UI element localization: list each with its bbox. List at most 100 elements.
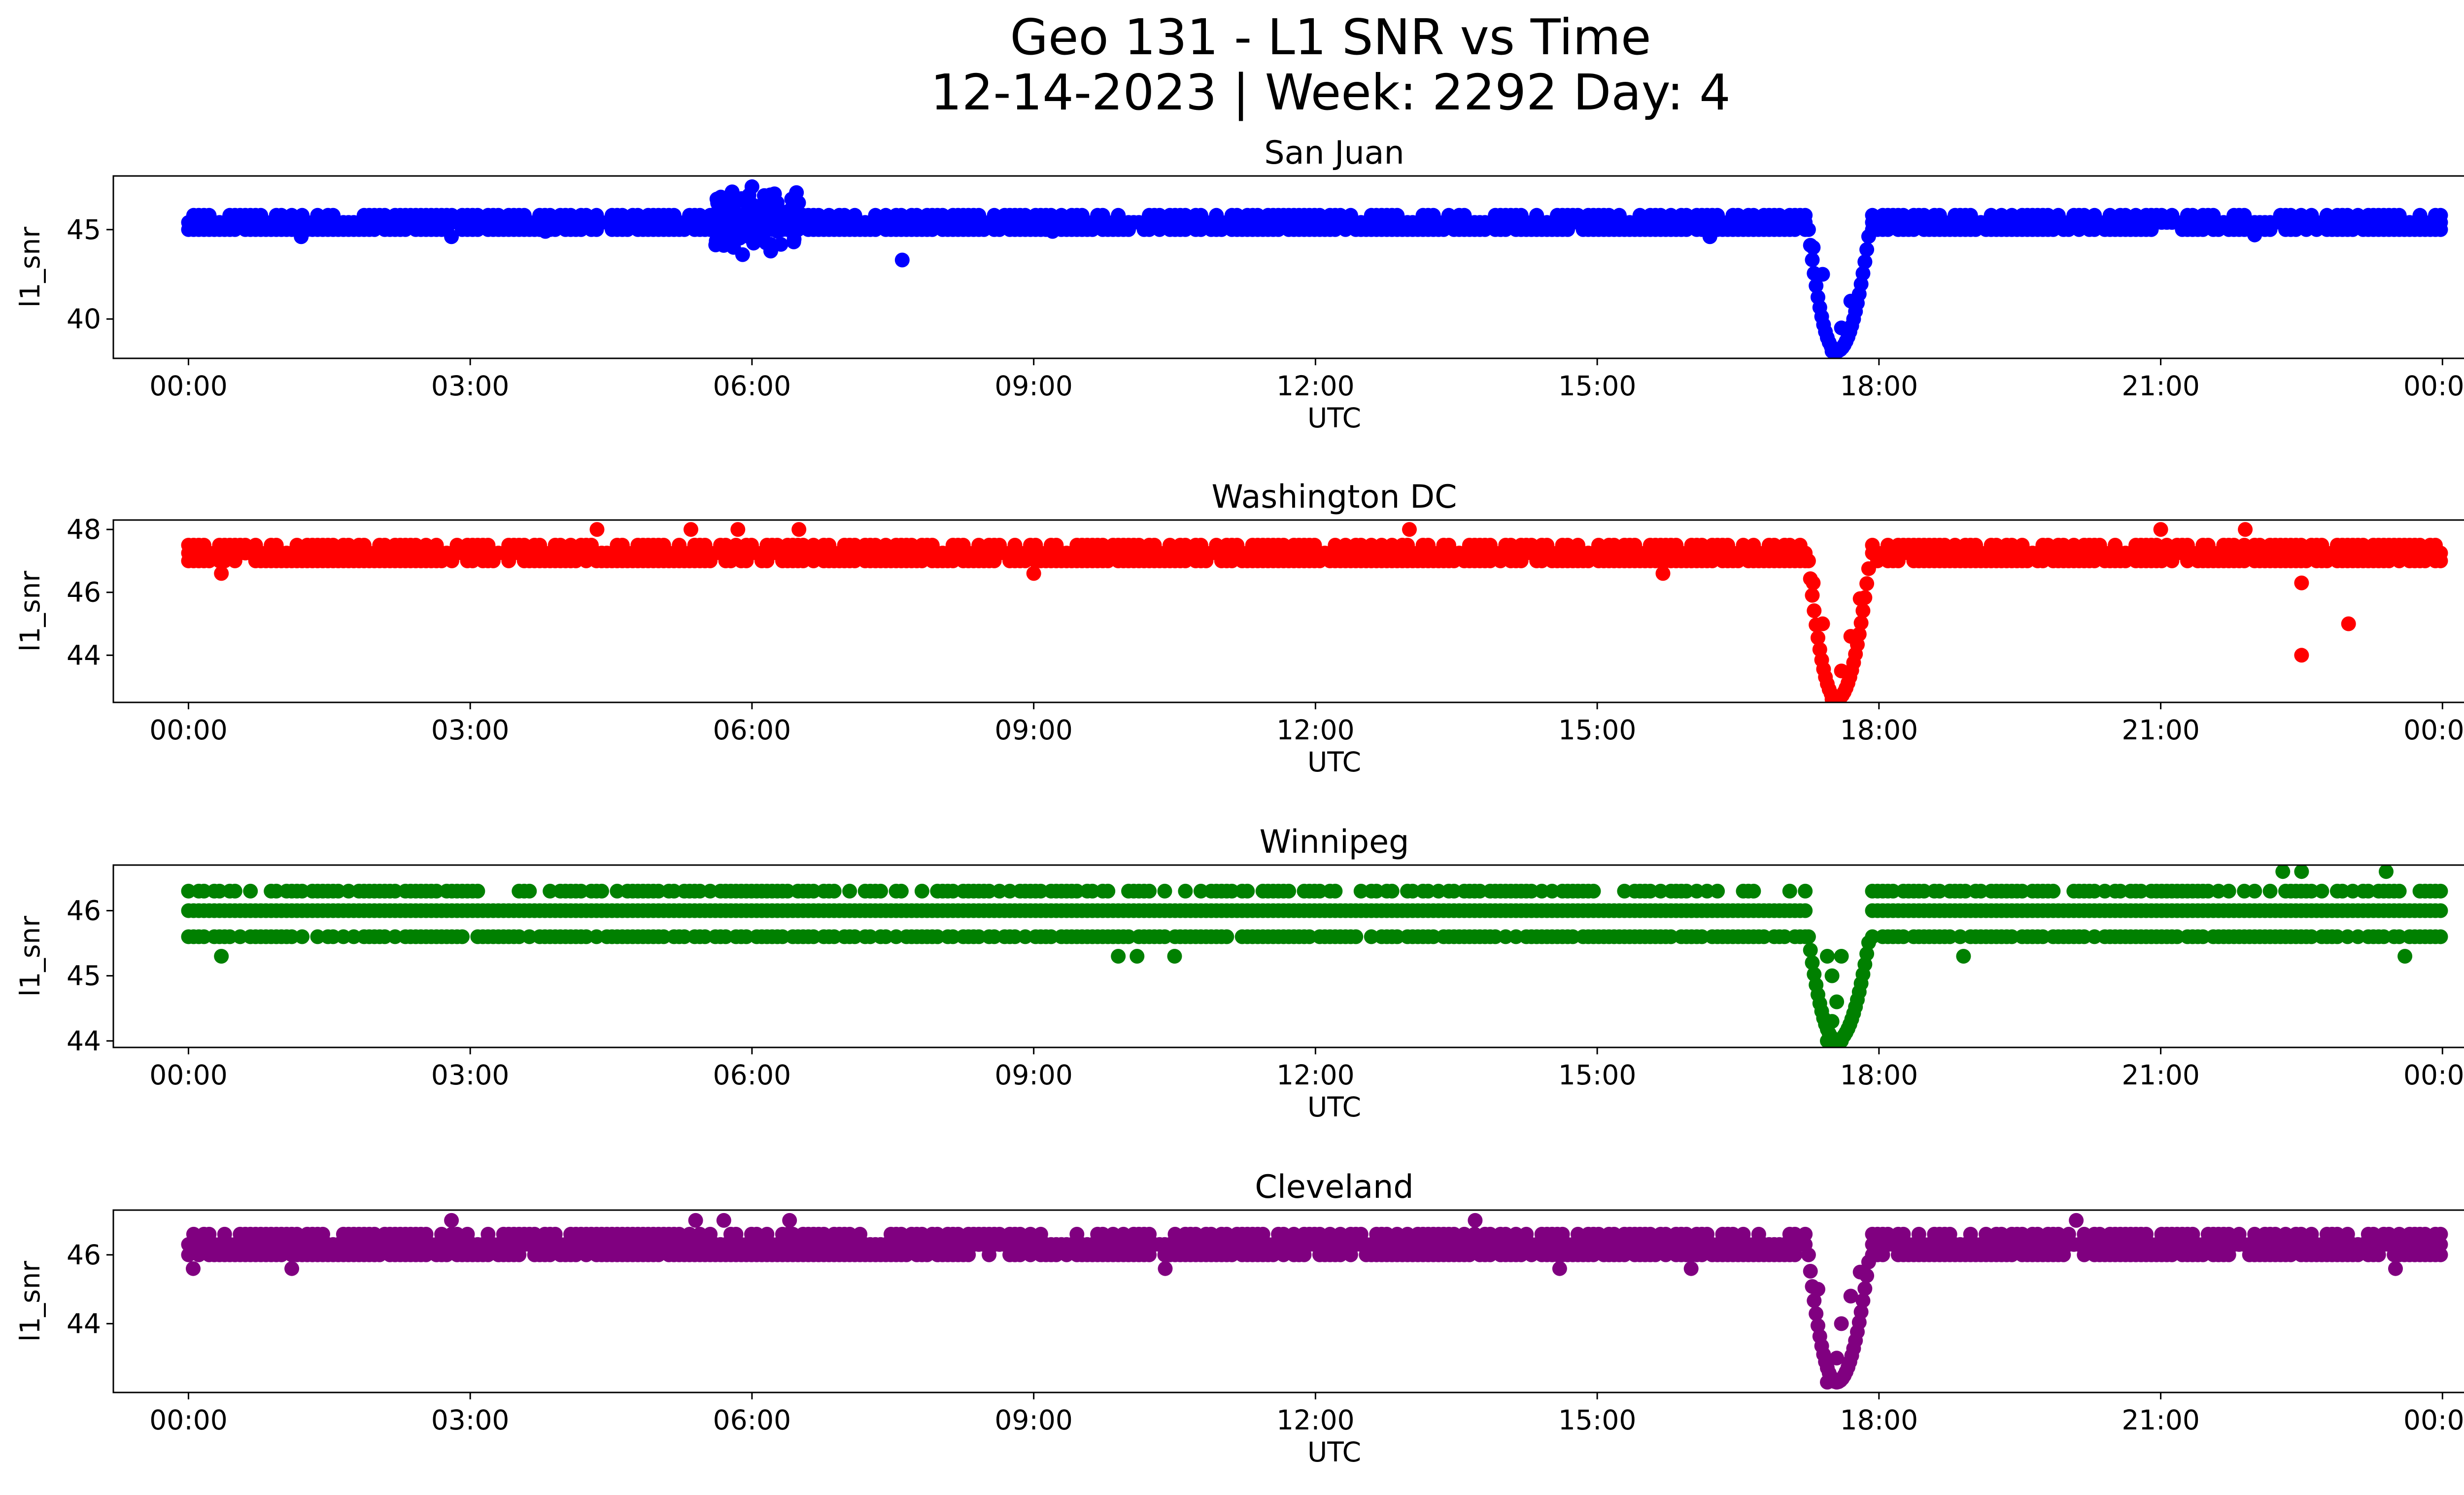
- data-point: [2335, 883, 2350, 899]
- data-point: [1958, 883, 1973, 899]
- data-point: [2433, 208, 2448, 223]
- data-point: [387, 929, 403, 944]
- data-point: [1157, 929, 1172, 944]
- data-point: [1167, 949, 1182, 964]
- data-point: [1683, 1261, 1699, 1276]
- x-tick-label: 09:00: [994, 714, 1073, 746]
- data-point: [744, 179, 759, 194]
- data-point: [945, 929, 960, 944]
- data-point: [2035, 929, 2051, 944]
- data-point: [1807, 603, 1822, 618]
- data-point: [1952, 929, 1968, 944]
- data-point: [842, 883, 857, 899]
- data-point: [2221, 883, 2236, 899]
- data-point: [786, 234, 801, 249]
- data-point: [2237, 883, 2252, 899]
- data-point: [2433, 1247, 2448, 1262]
- data-point: [2046, 883, 2061, 899]
- data-point: [2392, 929, 2407, 944]
- data-point: [2433, 1237, 2448, 1252]
- data-point: [294, 229, 309, 244]
- data-point: [1617, 883, 1632, 899]
- data-point: [763, 243, 778, 259]
- data-point: [1777, 929, 1792, 944]
- x-tick-label: 12:00: [1276, 1059, 1355, 1091]
- data-point: [269, 883, 284, 899]
- data-point: [724, 186, 740, 201]
- axes-frame: [112, 175, 2464, 359]
- data-point: [1002, 883, 1018, 899]
- data-point: [336, 929, 351, 944]
- data-point: [1746, 883, 1761, 899]
- data-point: [444, 229, 459, 244]
- data-point: [2238, 522, 2253, 537]
- data-point: [310, 929, 325, 944]
- data-point: [1798, 1226, 1813, 1242]
- data-point: [1508, 929, 1524, 944]
- data-point: [2350, 929, 2365, 944]
- data-point: [1045, 224, 1060, 239]
- x-axis-label: UTC: [1307, 1436, 1361, 1468]
- data-point: [2294, 575, 2309, 591]
- data-point: [1861, 1254, 1876, 1270]
- data-point: [1178, 883, 1193, 899]
- x-tick-label: 06:00: [713, 714, 791, 746]
- data-point: [2376, 929, 2392, 944]
- y-tick-label: 40: [67, 303, 101, 335]
- x-tick-label: 00:00: [2403, 714, 2464, 746]
- data-point: [341, 883, 356, 899]
- data-point: [594, 883, 609, 899]
- figure-title-line1: Geo 131 - L1 SNR vs Time: [1010, 8, 1651, 66]
- data-point: [1700, 883, 1715, 899]
- data-point: [2153, 522, 2168, 537]
- data-point: [1820, 949, 1835, 964]
- data-point: [1861, 561, 1876, 576]
- data-point: [1843, 1288, 1858, 1304]
- data-point: [1544, 883, 1560, 899]
- data-point: [703, 883, 718, 899]
- data-point: [677, 929, 692, 944]
- data-point: [1129, 949, 1145, 964]
- data-point: [1861, 229, 1876, 244]
- data-point: [574, 883, 589, 899]
- data-point: [1405, 883, 1420, 899]
- data-point: [2247, 227, 2262, 243]
- x-tick-label: 18:00: [1840, 370, 1918, 402]
- data-point: [346, 929, 361, 944]
- data-point: [894, 252, 910, 268]
- data-point: [2097, 883, 2113, 899]
- data-point: [1446, 883, 1462, 899]
- data-point: [2433, 1226, 2448, 1242]
- data-point: [1158, 1261, 1173, 1276]
- data-point: [709, 191, 724, 207]
- data-point: [2433, 929, 2448, 944]
- subplot-title: San Juan: [1264, 135, 1404, 172]
- x-tick-label: 21:00: [2122, 370, 2200, 402]
- data-point: [826, 883, 842, 899]
- data-point: [1834, 1316, 1849, 1331]
- x-axis-label: UTC: [1307, 1091, 1361, 1123]
- data-point: [387, 883, 403, 899]
- data-point: [1852, 591, 1868, 606]
- data-point: [2113, 883, 2128, 899]
- axes-frame: [112, 519, 2464, 703]
- y-tick-label: 44: [67, 1308, 101, 1339]
- data-point: [791, 522, 807, 537]
- x-axis-label: UTC: [1307, 402, 1361, 434]
- axes-frame: [112, 1209, 2464, 1393]
- data-point: [1815, 267, 1830, 282]
- x-tick-label: 15:00: [1558, 1404, 1637, 1436]
- data-point: [1689, 883, 1705, 899]
- data-point: [2200, 883, 2216, 899]
- data-point: [761, 193, 776, 208]
- y-tick-label: 46: [67, 1239, 101, 1271]
- data-point: [1018, 929, 1033, 944]
- y-tick-label: 45: [67, 960, 101, 992]
- data-point: [1916, 883, 1932, 899]
- data-point: [1806, 575, 1821, 591]
- data-point: [1811, 630, 1825, 645]
- data-point: [930, 929, 945, 944]
